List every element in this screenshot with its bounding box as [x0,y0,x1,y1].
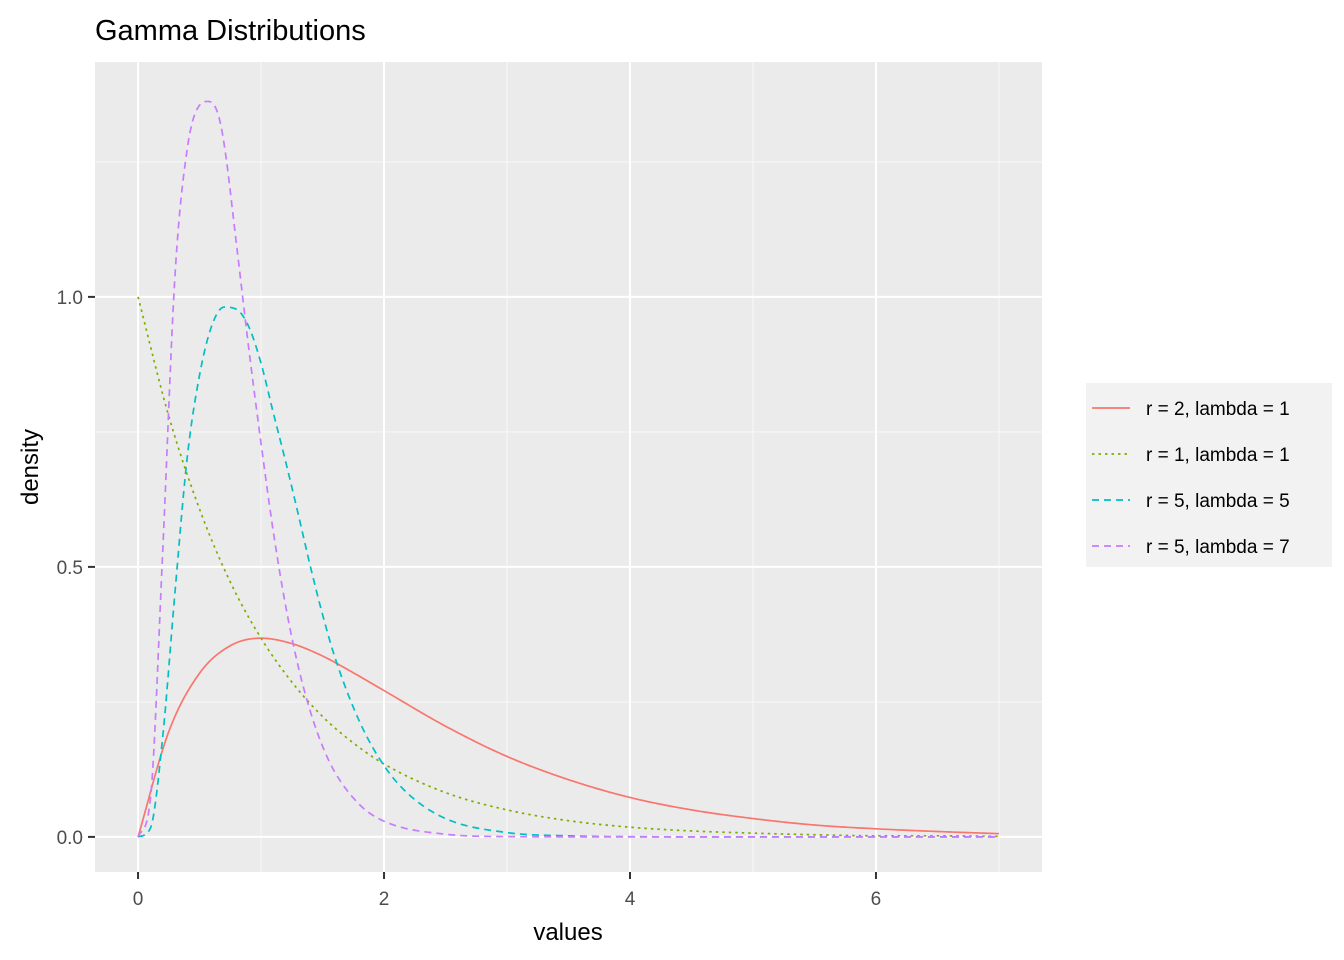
x-tick-label: 4 [625,889,636,910]
grid-minor [95,62,1042,872]
y-axis-title: density [17,429,44,505]
x-tick-label: 0 [133,889,144,910]
x-axis: 0 2 4 6 [133,872,882,910]
legend-background [1086,383,1332,567]
legend-label-4: r = 5, lambda = 7 [1146,537,1290,558]
series-line-4 [137,100,999,838]
plot-panel [95,62,1042,872]
legend-label-3: r = 5, lambda = 5 [1146,491,1290,512]
series-line-2 [137,296,999,838]
y-tick-label: 0.0 [57,828,83,849]
grid-major [95,62,1042,872]
x-axis-title: values [533,919,602,946]
legend: r = 2, lambda = 1 r = 1, lambda = 1 r = 5,… [1086,383,1332,567]
x-tick-label: 2 [379,889,390,910]
y-tick-label: 1.0 [57,288,83,309]
series-line-1 [137,637,999,838]
y-axis: 0.0 0.5 1.0 [57,288,95,849]
legend-label-2: r = 1, lambda = 1 [1146,445,1290,466]
legend-label-1: r = 2, lambda = 1 [1146,399,1290,420]
series-line-3 [137,306,999,838]
series-layer [137,100,999,838]
y-tick-label: 0.5 [57,558,83,579]
chart-title: Gamma Distributions [95,15,366,47]
x-tick-label: 6 [871,889,882,910]
